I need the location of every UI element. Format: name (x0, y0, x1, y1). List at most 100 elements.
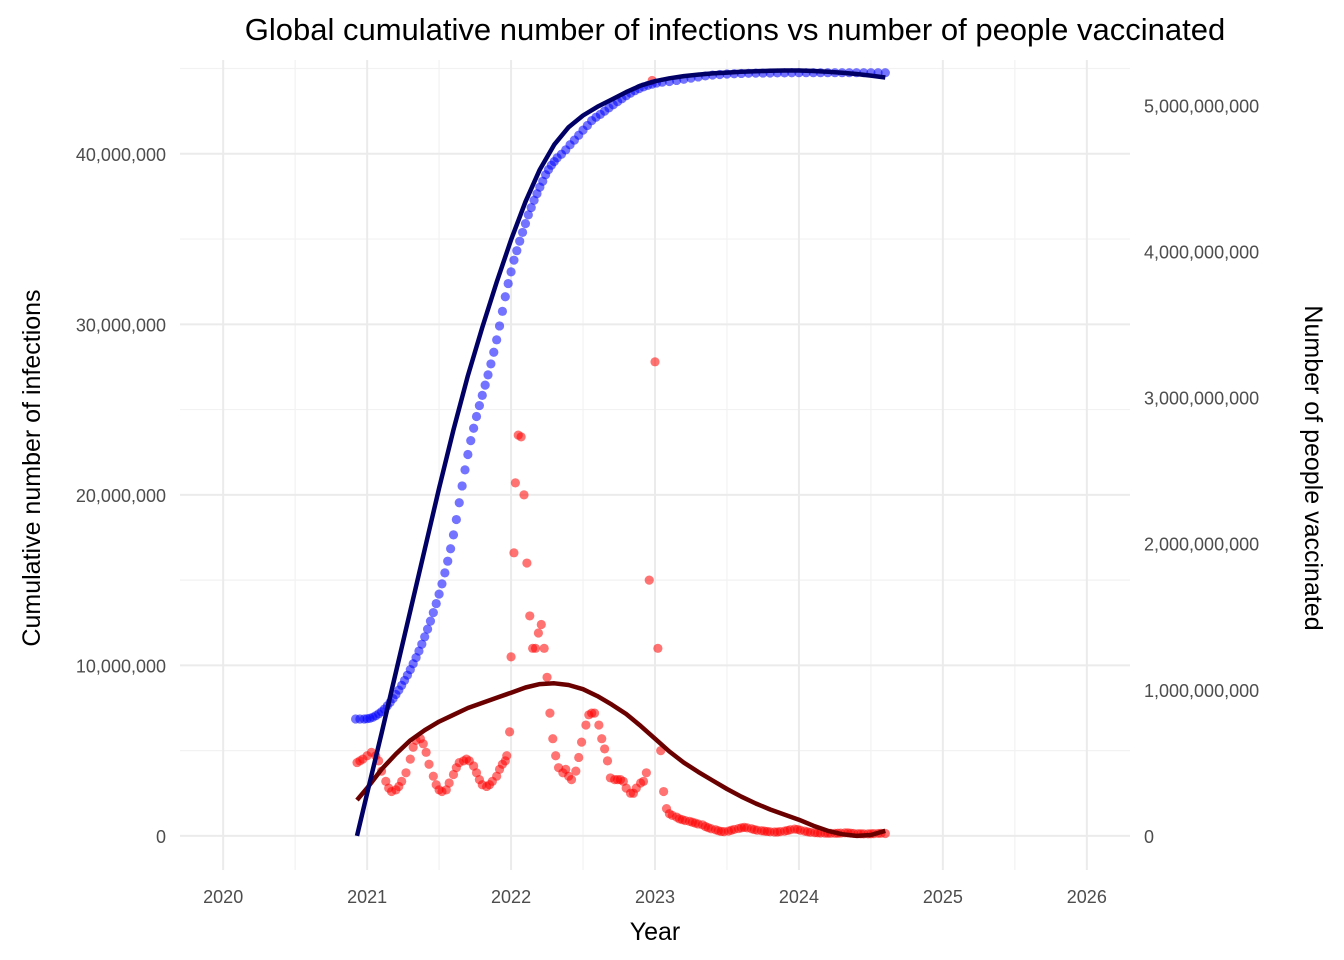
vaccinated-point (489, 347, 499, 357)
x-tick-label: 2022 (491, 887, 531, 907)
tick-labels: 2020 2021 2022 2023 2024 2025 2026 0 10,000,000 2… (76, 96, 1259, 907)
vaccinated-point (414, 646, 424, 656)
y-right-tick-label: 4,000,000,000 (1144, 242, 1259, 262)
y-axis-left-title: Cumulative number of infections (18, 289, 46, 646)
vaccinated-point (474, 400, 484, 411)
vaccinated-point (503, 278, 513, 289)
infections-point (418, 739, 428, 749)
y-right-tick-label: 3,000,000,000 (1144, 389, 1259, 409)
infections-point (539, 643, 549, 653)
infections-smooth-line (355, 681, 886, 839)
infections-point (525, 611, 535, 621)
vaccinated-point (466, 436, 476, 446)
x-tick-label: 2024 (779, 887, 819, 907)
vaccinated-point (420, 632, 430, 642)
chart-title: Global cumulative number of infections v… (245, 12, 1225, 47)
infections-point (551, 751, 561, 761)
infections-point (650, 357, 660, 367)
smooth-lines (354, 68, 886, 839)
infections-point (424, 759, 434, 769)
infections-point (522, 558, 532, 568)
vaccinated-point (477, 390, 487, 400)
infections-point (589, 708, 600, 718)
y-left-tick-label: 40,000,000 (76, 145, 166, 165)
infections-point (509, 548, 519, 558)
grid (180, 60, 1130, 870)
infections-point (653, 643, 663, 653)
vaccinated-smooth-line (354, 68, 886, 837)
x-tick-label: 2023 (635, 887, 675, 907)
vaccinated-points-series (351, 68, 890, 724)
infections-point (641, 768, 651, 778)
vaccinated-point (471, 411, 482, 422)
infections-point (576, 737, 587, 747)
vaccinated-point (506, 267, 516, 277)
vaccinated-point (431, 598, 441, 609)
vaccinated-point (446, 544, 456, 554)
infections-point (659, 786, 669, 797)
infections-point (428, 771, 438, 781)
vaccinated-point (454, 498, 464, 508)
infections-point (571, 766, 581, 776)
vaccinated-point (520, 219, 531, 229)
vaccinated-point (515, 236, 525, 246)
infections-point (536, 619, 546, 630)
vaccinated-point (422, 624, 433, 634)
x-tick-label: 2026 (1067, 887, 1107, 907)
infections-point (519, 490, 529, 500)
vaccinated-point (483, 370, 493, 380)
vaccinated-point (509, 255, 519, 265)
vaccinated-point (526, 202, 536, 213)
infections-point (638, 776, 649, 786)
infections-point (397, 776, 407, 786)
vaccinated-point (517, 227, 528, 238)
vaccinated-point (497, 306, 508, 316)
vaccinated-point (460, 465, 470, 475)
vaccinated-point (463, 449, 473, 460)
x-tick-label: 2020 (203, 887, 243, 907)
y-right-tick-label: 5,000,000,000 (1144, 96, 1259, 116)
y-left-tick-label: 30,000,000 (76, 315, 166, 335)
infections-point (506, 652, 516, 662)
infections-point (516, 432, 526, 442)
vaccinated-point (494, 321, 505, 331)
vaccinated-point (486, 359, 496, 369)
infections-point (510, 478, 520, 488)
infections-point (548, 734, 558, 744)
vaccinated-point (500, 292, 510, 302)
x-axis-title: Year (630, 918, 681, 946)
y-axis-right-title: Number of people vaccinated (1299, 305, 1327, 630)
infections-point (594, 720, 604, 730)
infections-point (542, 672, 552, 682)
infections-point (405, 754, 415, 764)
vaccinated-point (451, 514, 461, 525)
vaccinated-point (434, 589, 444, 599)
vaccinated-point (425, 616, 436, 626)
infections-point (545, 708, 555, 718)
vaccinated-point (448, 530, 459, 540)
infections-point (602, 756, 613, 766)
y-right-tick-label: 2,000,000,000 (1144, 535, 1259, 555)
vaccinated-point (492, 335, 502, 345)
infections-point (597, 734, 607, 744)
infections-point (533, 628, 544, 638)
vaccinated-point (437, 579, 447, 589)
y-left-tick-label: 0 (156, 827, 166, 847)
infections-point (566, 775, 577, 785)
infections-point (444, 778, 454, 788)
infections-point (502, 751, 512, 761)
y-left-tick-label: 20,000,000 (76, 486, 166, 506)
infections-point (644, 575, 654, 585)
x-tick-label: 2021 (347, 887, 387, 907)
vaccinated-point (480, 380, 490, 390)
y-right-tick-label: 1,000,000,000 (1144, 681, 1259, 701)
infections-point (581, 720, 591, 730)
vaccinated-point (443, 556, 453, 566)
vaccinated-point (417, 639, 427, 649)
infections-point (401, 768, 411, 778)
vaccinated-point (457, 481, 467, 491)
vaccinated-point (440, 568, 450, 578)
infections-point (505, 727, 515, 737)
infections-point (530, 643, 541, 653)
